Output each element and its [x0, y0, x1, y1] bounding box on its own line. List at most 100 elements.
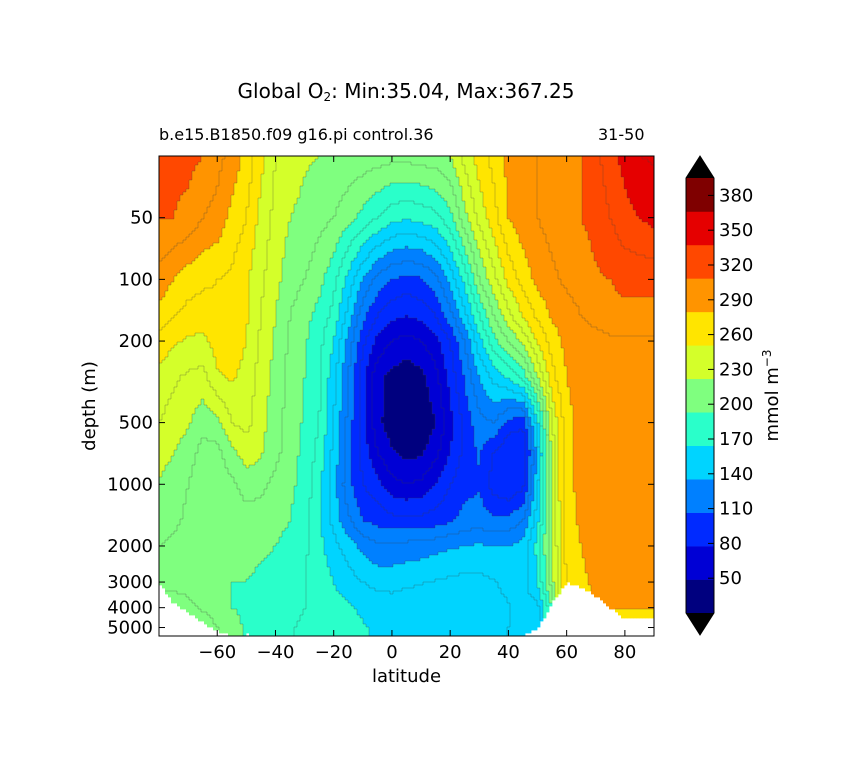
contour-cell	[615, 219, 618, 222]
contour-cell	[378, 237, 381, 240]
contour-cell	[564, 213, 567, 216]
contour-cell	[336, 189, 339, 192]
contour-cell	[264, 189, 267, 192]
contour-cell	[582, 192, 585, 195]
contour-cell	[165, 177, 168, 180]
contour-cell	[360, 225, 363, 228]
contour-cell	[639, 177, 642, 180]
contour-cell	[402, 213, 405, 216]
contour-cell	[249, 219, 252, 222]
contour-cell	[201, 168, 204, 171]
contour-cell	[420, 192, 423, 195]
contour-cell	[309, 165, 312, 168]
contour-cell	[567, 207, 570, 210]
contour-cell	[483, 162, 486, 165]
contour-cell	[612, 180, 615, 183]
contour-cell	[444, 234, 447, 237]
contour-cell	[468, 231, 471, 234]
contour-cell	[159, 180, 162, 183]
contour-cell	[336, 165, 339, 168]
contour-cell	[372, 177, 375, 180]
contour-cell	[216, 213, 219, 216]
contour-cell	[516, 168, 519, 171]
contour-cell	[168, 246, 171, 249]
contour-cell	[252, 213, 255, 216]
contour-cell	[618, 225, 621, 228]
contour-cell	[180, 225, 183, 228]
contour-cell	[168, 168, 171, 171]
contour-cell	[288, 186, 291, 189]
contour-cell	[567, 210, 570, 213]
contour-cell	[522, 186, 525, 189]
contour-cell	[510, 204, 513, 207]
contour-cell	[318, 210, 321, 213]
contour-cell	[585, 162, 588, 165]
contour-cell	[429, 195, 432, 198]
contour-cell	[537, 165, 540, 168]
contour-cell	[354, 162, 357, 165]
contour-cell	[291, 180, 294, 183]
contour-cell	[399, 183, 402, 186]
contour-cell	[594, 198, 597, 201]
contour-cell	[384, 156, 387, 159]
contour-cell	[633, 201, 636, 204]
contour-cell	[408, 240, 411, 243]
contour-cell	[171, 222, 174, 225]
contour-cell	[294, 243, 297, 246]
contour-cell	[618, 204, 621, 207]
contour-cell	[396, 183, 399, 186]
contour-cell	[375, 234, 378, 237]
contour-cell	[399, 171, 402, 174]
contour-cell	[555, 204, 558, 207]
contour-cell	[600, 225, 603, 228]
contour-cell	[291, 171, 294, 174]
contour-cell	[642, 207, 645, 210]
contour-cell	[186, 225, 189, 228]
contour-cell	[474, 201, 477, 204]
contour-cell	[561, 165, 564, 168]
contour-cell	[210, 225, 213, 228]
contour-cell	[378, 204, 381, 207]
contour-cell	[327, 195, 330, 198]
contour-cell	[228, 213, 231, 216]
contour-cell	[183, 168, 186, 171]
contour-cell	[636, 159, 639, 162]
contour-cell	[480, 171, 483, 174]
contour-cell	[390, 216, 393, 219]
contour-cell	[273, 246, 276, 249]
contour-cell	[285, 210, 288, 213]
contour-cell	[390, 177, 393, 180]
contour-cell	[366, 186, 369, 189]
contour-cell	[342, 201, 345, 204]
contour-cell	[576, 237, 579, 240]
contour-cell	[228, 159, 231, 162]
contour-cell	[168, 234, 171, 237]
contour-cell	[372, 237, 375, 240]
contour-cell	[255, 192, 258, 195]
contour-cell	[546, 180, 549, 183]
contour-cell	[645, 192, 648, 195]
contour-cell	[570, 219, 573, 222]
contour-cell	[324, 240, 327, 243]
contour-cell	[600, 195, 603, 198]
contour-cell	[540, 156, 543, 159]
contour-cell	[360, 180, 363, 183]
contour-cell	[297, 222, 300, 225]
contour-cell	[393, 231, 396, 234]
contour-cell	[270, 228, 273, 231]
contour-cell	[348, 213, 351, 216]
contour-cell	[540, 240, 543, 243]
contour-cell	[405, 192, 408, 195]
contour-cell	[390, 225, 393, 228]
contour-cell	[183, 216, 186, 219]
contour-cell	[270, 222, 273, 225]
contour-cell	[504, 168, 507, 171]
contour-cell	[447, 234, 450, 237]
contour-cell	[222, 240, 225, 243]
contour-cell	[630, 234, 633, 237]
contour-cell	[180, 219, 183, 222]
contour-cell	[219, 156, 222, 159]
contour-cell	[279, 195, 282, 198]
contour-cell	[426, 162, 429, 165]
contour-cell	[477, 216, 480, 219]
